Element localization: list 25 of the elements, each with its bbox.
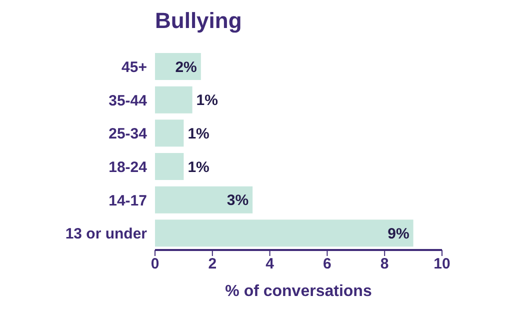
- x-tick-label: 6: [323, 256, 332, 273]
- data-label: 1%: [188, 125, 210, 142]
- data-label: 3%: [226, 192, 249, 210]
- y-tick-label: 18-24: [108, 158, 148, 176]
- data-label: 9%: [388, 225, 410, 242]
- x-tick-label: 8: [380, 256, 389, 273]
- y-tick-label: 13 or under: [65, 226, 148, 243]
- bar: [155, 186, 253, 214]
- data-label: 2%: [175, 58, 197, 76]
- x-tick-label: 10: [434, 256, 450, 273]
- y-tick-label: 35-44: [108, 92, 148, 110]
- data-label: 1%: [196, 92, 218, 110]
- x-tick-label: 2: [208, 256, 217, 273]
- data-label: 1%: [188, 158, 210, 176]
- bar: [155, 220, 414, 247]
- y-tick-label: 45+: [122, 58, 148, 76]
- x-axis-title: % of conversations: [224, 283, 373, 301]
- x-tick-label: 0: [150, 256, 160, 273]
- x-tick-label: 4: [266, 256, 275, 273]
- bar: [155, 120, 184, 147]
- bar: [155, 153, 184, 180]
- y-tick-label: 25-34: [108, 126, 148, 143]
- y-tick-label: 14-17: [108, 192, 147, 210]
- bar: [155, 86, 192, 114]
- chart-title: Bullying: [155, 8, 242, 34]
